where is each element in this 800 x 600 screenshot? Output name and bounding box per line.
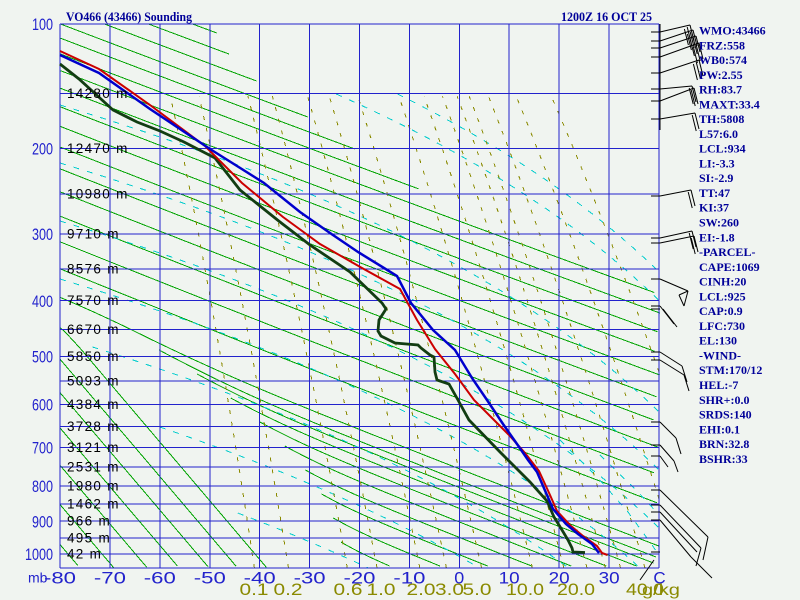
svg-text:-40: -40	[244, 569, 276, 588]
svg-text:-70: -70	[94, 569, 126, 588]
svg-text:3.0: 3.0	[435, 580, 464, 599]
svg-text:1980 m: 1980 m	[67, 478, 120, 493]
svg-text:-WIND-: -WIND-	[699, 348, 741, 362]
svg-text:12470 m: 12470 m	[67, 141, 129, 156]
svg-text:4384 m: 4384 m	[67, 397, 120, 412]
svg-text:PW:2.55: PW:2.55	[699, 68, 743, 82]
svg-text:BRN:32.8: BRN:32.8	[699, 437, 749, 451]
svg-text:2.0: 2.0	[407, 580, 436, 599]
svg-text:10.0: 10.0	[506, 580, 544, 599]
svg-text:100: 100	[32, 15, 53, 34]
svg-text:LCL:934: LCL:934	[699, 142, 746, 156]
svg-text:-20: -20	[344, 569, 376, 588]
svg-text:-50: -50	[194, 569, 226, 588]
svg-text:LFC:730: LFC:730	[699, 319, 745, 333]
svg-text:-60: -60	[144, 569, 176, 588]
svg-text:800: 800	[32, 477, 53, 496]
svg-text:BSHR:33: BSHR:33	[699, 452, 748, 466]
svg-text:-80: -80	[44, 569, 76, 588]
svg-text:400: 400	[32, 292, 53, 311]
svg-text:CAP:0.9: CAP:0.9	[699, 304, 743, 318]
svg-text:966 m: 966 m	[67, 514, 111, 529]
svg-text:600: 600	[32, 396, 53, 415]
svg-text:495 m: 495 m	[67, 530, 111, 545]
svg-text:WB0:574: WB0:574	[699, 53, 747, 67]
svg-text:SHR+:0.0: SHR+:0.0	[699, 393, 750, 407]
svg-text:LI:-3.3: LI:-3.3	[699, 156, 735, 170]
svg-text:500: 500	[32, 348, 53, 367]
svg-text:HEL:-7: HEL:-7	[699, 378, 738, 392]
svg-text:LCL:925: LCL:925	[699, 289, 746, 303]
svg-text:900: 900	[32, 512, 53, 531]
svg-text:7570 m: 7570 m	[67, 293, 120, 308]
svg-text:-PARCEL-: -PARCEL-	[699, 245, 755, 259]
svg-text:EI:-1.8: EI:-1.8	[699, 230, 735, 244]
svg-text:SRDS:140: SRDS:140	[699, 408, 752, 422]
svg-text:STM:170/12: STM:170/12	[699, 363, 762, 377]
svg-text:L57:6.0: L57:6.0	[699, 127, 738, 141]
svg-text:10980 m: 10980 m	[67, 187, 129, 202]
svg-text:6670 m: 6670 m	[67, 322, 120, 337]
svg-text:8576 m: 8576 m	[67, 261, 120, 276]
svg-text:42 m: 42 m	[67, 546, 102, 561]
svg-text:EL:130: EL:130	[699, 334, 737, 348]
svg-text:0.1: 0.1	[240, 580, 269, 599]
svg-text:CINH:20: CINH:20	[699, 275, 746, 289]
svg-text:9710 m: 9710 m	[67, 226, 120, 241]
svg-text:5.0: 5.0	[463, 580, 492, 599]
svg-text:5850 m: 5850 m	[67, 349, 120, 364]
svg-text:-30: -30	[294, 569, 326, 588]
svg-text:FRZ:558: FRZ:558	[699, 38, 745, 52]
svg-text:10: 10	[499, 569, 520, 588]
svg-text:14280 m: 14280 m	[67, 86, 129, 101]
svg-text:30: 30	[599, 569, 620, 588]
svg-text:700: 700	[32, 439, 53, 458]
svg-text:mb: mb	[28, 570, 48, 586]
svg-text:KI:37: KI:37	[699, 201, 729, 215]
svg-text:SW:260: SW:260	[699, 216, 739, 230]
svg-text:5093 m: 5093 m	[67, 374, 120, 389]
svg-text:2531 m: 2531 m	[67, 460, 120, 475]
svg-text:1462 m: 1462 m	[67, 496, 120, 511]
svg-text:CAPE:1069: CAPE:1069	[699, 260, 760, 274]
svg-text:200: 200	[32, 140, 53, 159]
svg-text:300: 300	[32, 225, 53, 244]
svg-text:20.0: 20.0	[557, 580, 595, 599]
svg-text:1200Z 16 OCT 25: 1200Z 16 OCT 25	[561, 9, 652, 24]
svg-text:40.0: 40.0	[626, 580, 664, 599]
svg-text:EHI:0.1: EHI:0.1	[699, 422, 740, 436]
svg-text:RH:83.7: RH:83.7	[699, 83, 742, 97]
svg-text:g/kg: g/kg	[642, 582, 680, 599]
svg-text:TT:47: TT:47	[699, 186, 730, 200]
svg-text:VO466 (43466) Sounding: VO466 (43466) Sounding	[66, 9, 192, 24]
svg-text:0.6: 0.6	[334, 580, 363, 599]
svg-text:MAXT:33.4: MAXT:33.4	[699, 97, 760, 111]
svg-text:1000: 1000	[25, 545, 53, 564]
svg-text:SI:-2.9: SI:-2.9	[699, 171, 733, 185]
svg-text:-10: -10	[393, 569, 425, 588]
svg-text:20: 20	[549, 569, 570, 588]
svg-text:1.0: 1.0	[367, 580, 396, 599]
svg-text:3121 m: 3121 m	[67, 440, 120, 455]
svg-text:WMO:43466: WMO:43466	[699, 24, 766, 38]
svg-text:0: 0	[454, 569, 464, 588]
svg-text:0.2: 0.2	[274, 580, 303, 599]
svg-text:C: C	[653, 569, 665, 588]
svg-text:TH:5808: TH:5808	[699, 112, 744, 126]
svg-text:3728 m: 3728 m	[67, 419, 120, 434]
